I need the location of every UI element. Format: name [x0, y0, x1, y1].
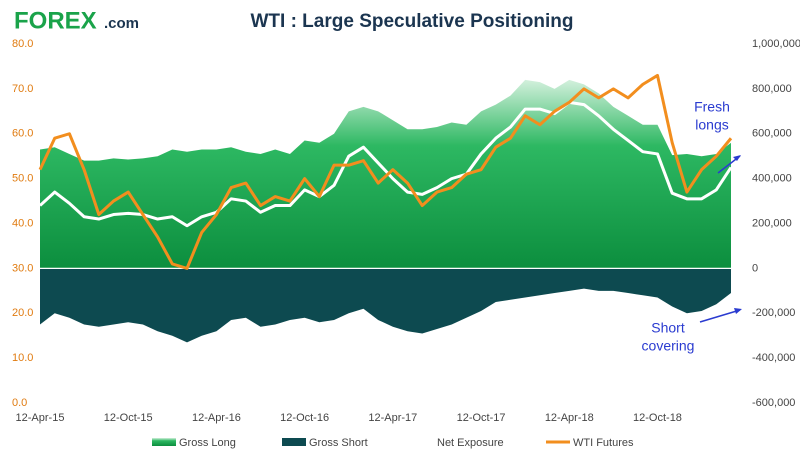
- y-tick-label: 60.0: [12, 128, 33, 140]
- legend-label: WTI Futures: [573, 437, 634, 449]
- y2-tick-label: 0: [752, 262, 758, 274]
- legend-swatch: [152, 438, 176, 446]
- y-tick-label: 50.0: [12, 173, 33, 185]
- x-tick-label: 12-Apr-16: [192, 412, 241, 424]
- y2-tick-label: 1,000,000: [752, 38, 800, 50]
- x-tick-label: 12-Oct-16: [280, 412, 329, 424]
- y-tick-label: 80.0: [12, 38, 33, 50]
- x-tick-label: 12-Apr-15: [16, 412, 65, 424]
- plot-area: [38, 73, 740, 343]
- logo-brand: FOREX: [14, 7, 97, 34]
- y2-tick-label: -200,000: [752, 307, 795, 319]
- annotation: Short: [651, 320, 685, 336]
- y2-tick-label: 200,000: [752, 217, 792, 229]
- x-tick-label: 12-Oct-15: [104, 412, 153, 424]
- annotation: longs: [695, 117, 728, 133]
- legend-swatch: [282, 438, 306, 446]
- y-tick-label: 70.0: [12, 83, 33, 95]
- y-tick-label: 30.0: [12, 262, 33, 274]
- chart-title: WTI : Large Speculative Positioning: [250, 11, 573, 32]
- legend-label: Gross Short: [309, 437, 368, 449]
- y-tick-label: 40.0: [12, 217, 33, 229]
- legend-label: Gross Long: [179, 437, 236, 449]
- y2-tick-label: -600,000: [752, 397, 795, 409]
- y2-tick-label: 800,000: [752, 83, 792, 95]
- legend-label: Net Exposure: [437, 437, 504, 449]
- y-tick-label: 20.0: [12, 307, 33, 319]
- annotation: Fresh: [694, 99, 730, 115]
- y2-tick-label: 600,000: [752, 128, 792, 140]
- line: [38, 100, 733, 228]
- x-tick-label: 12-Apr-17: [368, 412, 417, 424]
- line: [38, 73, 733, 270]
- annotation: covering: [642, 338, 695, 354]
- logo-suffix: .com: [104, 15, 139, 32]
- y-tick-label: 10.0: [12, 352, 33, 364]
- y2-tick-label: -400,000: [752, 352, 795, 364]
- x-tick-label: 12-Oct-18: [633, 412, 682, 424]
- area: [40, 268, 731, 343]
- arrow-head: [733, 155, 741, 161]
- arrow-head: [734, 308, 742, 314]
- arrow: [699, 309, 741, 323]
- x-tick-label: 12-Apr-18: [545, 412, 594, 424]
- y2-tick-label: 400,000: [752, 173, 792, 185]
- y-tick-label: 0.0: [12, 397, 27, 409]
- x-tick-label: 12-Oct-17: [457, 412, 506, 424]
- area: [40, 79, 731, 269]
